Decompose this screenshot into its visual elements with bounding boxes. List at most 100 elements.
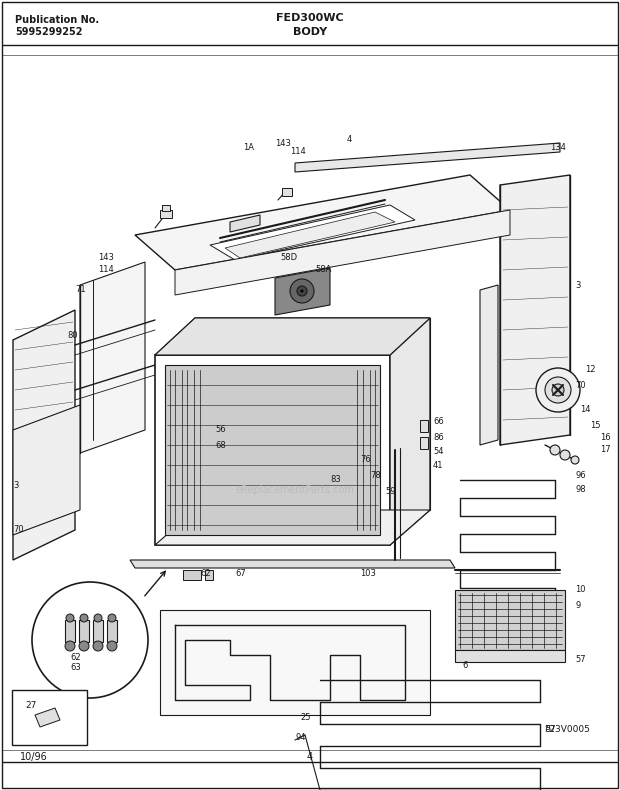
Bar — [205, 570, 213, 580]
Text: 27: 27 — [25, 702, 37, 710]
Polygon shape — [175, 210, 510, 295]
Text: BODY: BODY — [293, 27, 327, 37]
Text: 63: 63 — [70, 664, 81, 672]
Polygon shape — [225, 212, 395, 258]
Polygon shape — [455, 590, 565, 650]
Text: 1A: 1A — [243, 144, 254, 152]
Polygon shape — [295, 143, 560, 172]
Text: 5995299252: 5995299252 — [15, 27, 82, 37]
Text: FED300WC: FED300WC — [276, 13, 344, 23]
Text: 80: 80 — [67, 330, 78, 340]
Circle shape — [536, 368, 580, 412]
Text: 17: 17 — [600, 446, 611, 454]
Text: 58A: 58A — [315, 265, 331, 274]
Text: 14: 14 — [580, 405, 590, 415]
Polygon shape — [390, 318, 430, 545]
Polygon shape — [13, 405, 80, 535]
Circle shape — [301, 289, 304, 292]
Circle shape — [297, 286, 307, 296]
Text: 12: 12 — [585, 366, 595, 374]
Text: 94: 94 — [295, 733, 306, 743]
Text: 66: 66 — [433, 417, 444, 427]
Text: 86: 86 — [433, 432, 444, 442]
Text: 143: 143 — [98, 254, 114, 262]
Text: 70: 70 — [13, 525, 24, 535]
Circle shape — [93, 641, 103, 651]
Polygon shape — [155, 355, 390, 545]
Text: 9: 9 — [575, 600, 580, 610]
Text: 57: 57 — [545, 725, 556, 735]
Circle shape — [65, 641, 75, 651]
Bar — [420, 420, 428, 432]
Text: 16: 16 — [600, 434, 611, 442]
Bar — [12, 690, 87, 745]
Bar — [65, 620, 75, 642]
Polygon shape — [275, 268, 330, 315]
Text: 143: 143 — [275, 138, 291, 148]
Circle shape — [32, 582, 148, 698]
Circle shape — [560, 450, 570, 460]
Circle shape — [66, 614, 74, 622]
Polygon shape — [13, 310, 75, 560]
Text: 70: 70 — [575, 381, 586, 389]
Polygon shape — [500, 175, 570, 445]
Text: 62: 62 — [200, 569, 211, 577]
Text: 67: 67 — [235, 569, 246, 577]
Bar — [282, 188, 292, 196]
Text: 3: 3 — [575, 280, 580, 289]
Bar — [420, 437, 428, 449]
Text: 134: 134 — [550, 144, 566, 152]
Polygon shape — [155, 318, 430, 355]
Text: 59: 59 — [385, 487, 396, 496]
Polygon shape — [155, 318, 430, 355]
Circle shape — [107, 641, 117, 651]
Polygon shape — [130, 560, 455, 568]
Text: 114: 114 — [290, 148, 306, 156]
Circle shape — [80, 614, 88, 622]
Circle shape — [290, 279, 314, 303]
Text: 68: 68 — [215, 441, 226, 450]
Text: Publication No.: Publication No. — [15, 15, 99, 25]
Circle shape — [550, 445, 560, 455]
Text: 98: 98 — [575, 486, 586, 495]
Bar — [160, 210, 172, 218]
Text: 25: 25 — [300, 713, 311, 723]
Polygon shape — [230, 215, 260, 232]
Text: 15: 15 — [590, 420, 601, 430]
Text: 10: 10 — [575, 585, 585, 595]
Bar — [79, 620, 89, 642]
Text: 4: 4 — [307, 752, 313, 762]
Text: 10/96: 10/96 — [20, 752, 48, 762]
Text: 96: 96 — [575, 471, 586, 480]
Text: 6: 6 — [462, 660, 467, 669]
Polygon shape — [195, 318, 430, 510]
Text: 76: 76 — [360, 456, 371, 465]
Polygon shape — [135, 175, 510, 270]
Bar — [183, 570, 201, 580]
Text: 103: 103 — [360, 569, 376, 577]
Circle shape — [79, 641, 89, 651]
Bar — [455, 650, 565, 662]
Text: 71: 71 — [75, 285, 86, 295]
Text: 56: 56 — [215, 426, 226, 434]
Text: 78: 78 — [370, 471, 381, 480]
Polygon shape — [80, 262, 145, 453]
Text: eReplacementParts.com: eReplacementParts.com — [236, 485, 355, 495]
Bar — [93, 620, 103, 642]
Circle shape — [108, 614, 116, 622]
Polygon shape — [480, 285, 498, 445]
Bar — [107, 620, 117, 642]
Polygon shape — [35, 708, 60, 727]
Circle shape — [571, 456, 579, 464]
Polygon shape — [155, 510, 430, 545]
Text: 62: 62 — [70, 653, 81, 661]
Text: 41: 41 — [433, 461, 443, 469]
Bar — [162, 205, 170, 211]
Text: 4: 4 — [347, 136, 352, 145]
Polygon shape — [210, 205, 415, 260]
Circle shape — [94, 614, 102, 622]
Circle shape — [545, 377, 571, 403]
Polygon shape — [160, 610, 430, 715]
Text: 114: 114 — [98, 265, 113, 274]
Text: 58D: 58D — [280, 254, 297, 262]
